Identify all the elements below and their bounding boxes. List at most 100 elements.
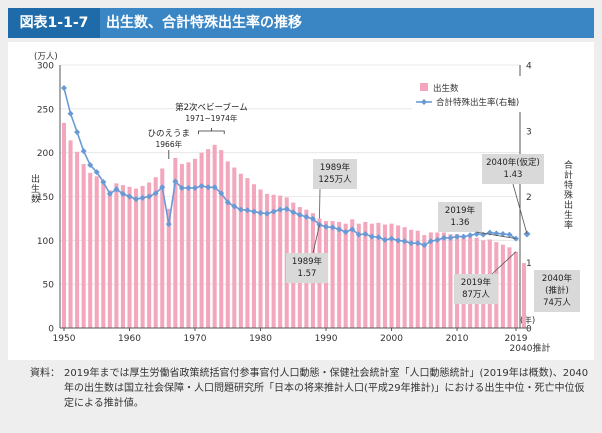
tfr-point [159,184,166,191]
tfr-point [414,240,421,247]
tfr-point [421,242,428,249]
tfr-point [250,208,257,215]
tfr-point [178,184,185,191]
tfr-point [67,110,74,117]
y-tick-label-right: 0 [526,325,532,335]
births-bar [101,181,106,328]
births-bar [179,164,184,328]
tfr-point [205,184,212,191]
x-tick-label: 1970 [184,334,207,344]
tfr-point [139,194,146,201]
annotation-births-1989-subtext: 125万人 [318,175,352,185]
births-bar [422,235,427,328]
tfr-point [152,190,159,197]
tfr-point [401,238,408,245]
annotation-births-2019-text: 2019年 [461,277,492,288]
births-bar [94,176,99,328]
y-tick-label-left: 200 [37,149,54,159]
tfr-point [381,236,388,243]
tfr-point [303,213,310,220]
tfr-point [198,182,205,189]
births-bar [232,167,237,328]
tfr-point [264,210,271,217]
tfr-point [185,184,192,191]
births-bar [441,232,446,328]
callout-tfr-2019 [438,202,482,232]
x-tick-label: 2000 [380,334,403,344]
tfr-point [224,199,231,206]
x-tick-label: 1950 [53,334,76,344]
figure-number: 図表1-1-7 [8,8,100,38]
births-bar [389,223,394,328]
annotation-tfr-1989-text: 1989年 [292,256,323,267]
tfr-point [119,190,126,197]
births-bar [127,186,132,328]
tfr-point [172,178,179,185]
notes-text: 2019年までは厚生労働省政策統括官付参事官付人口動態・保健社会統計室「人口動態… [64,368,589,409]
tfr-point [211,184,218,191]
annotation-births-2019-subtext: 87万人 [462,290,490,300]
callout-births-2019 [454,274,498,304]
annotation-baby-boom-2-text: 第2次ベビーブーム [175,102,248,113]
births-bar [448,234,453,328]
births-bar [114,183,119,328]
births-bar [500,244,505,328]
births-bar [396,225,401,328]
legend-bar-swatch [420,83,428,91]
legend-line-marker [421,99,427,105]
tfr-point [408,240,415,247]
tfr-point [355,231,362,238]
tfr-point [192,184,199,191]
tfr-point [244,207,251,214]
callout-tfr-2040-pointer [512,183,528,235]
y-tick-label-left: 250 [37,105,54,115]
y-unit-label: (万人) [34,52,58,62]
tfr-point [237,206,244,213]
annotation-births-2040-text: 2040年 [542,273,573,284]
tfr-point [113,186,120,193]
x-tick-label: 1990 [315,334,338,344]
callout-births-2040 [534,270,580,312]
tfr-point [126,193,133,200]
tfr-point [277,206,284,213]
tfr-point [349,226,356,233]
annotation-baby-boom-2-subtext: 1971~1974年 [185,113,237,123]
births-bar [330,221,335,328]
births-bar [212,144,217,328]
x-tick-label: 2019 [505,334,528,344]
callout-tfr-1989-pointer [312,224,320,254]
tfr-point [362,230,369,237]
chart-panel: 0 50 100 150 200 250 300 0 1 2 3 4 (万人) (年) 出生数 合計特殊出生率… [8,42,594,360]
tfr-point [368,233,375,240]
births-bar [363,221,368,328]
tfr-point [434,236,441,243]
tfr-point [283,205,290,212]
y-tick-label-left: 0 [48,325,54,335]
y-tick-label-left: 150 [37,193,54,203]
births-bar [507,247,512,328]
tfr-point [447,234,454,241]
births-bar [134,188,139,328]
y-tick-label-left: 300 [37,62,54,72]
births-bar [186,162,191,328]
births-bar [258,189,263,328]
x-unit-label: (年) [520,315,535,326]
tfr-point [93,169,100,176]
y-tick-label-left: 100 [37,237,54,247]
annotation-births-2040-subtext: (推計) [545,285,569,296]
tfr-point [218,190,225,197]
tfr-point [499,230,506,237]
births-bar [238,173,243,328]
annotation-tfr-2019-subtext: 1.36 [451,218,470,228]
births-bar [428,232,433,328]
births-bar [251,184,257,328]
births-bar [192,158,198,328]
tfr-point [388,235,395,242]
births-bar [513,251,519,328]
x-tick-label-2040: 2040推計 [510,342,551,354]
births-bar [402,227,407,328]
tfr-point [80,148,87,155]
births-bar-2040 [521,263,527,328]
births-bar [173,157,178,328]
births-bar [225,161,230,328]
